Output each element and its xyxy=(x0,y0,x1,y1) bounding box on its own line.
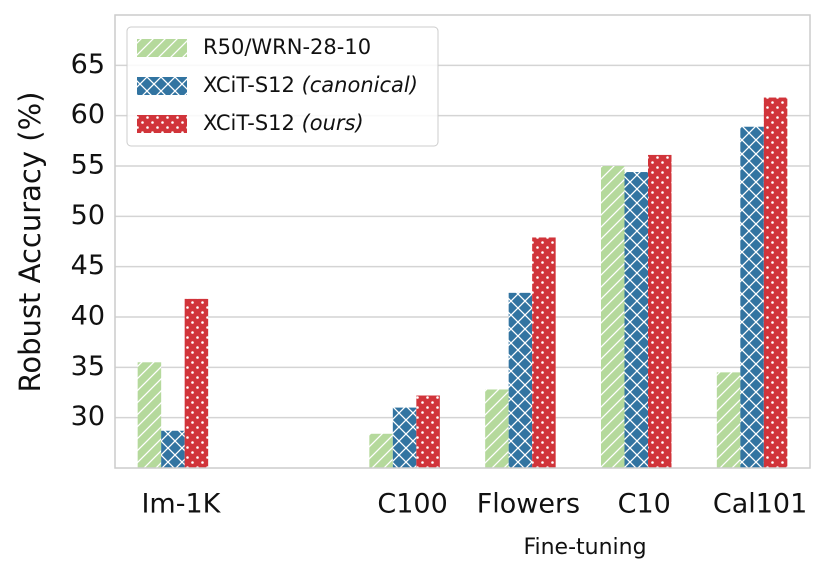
legend-swatch xyxy=(137,115,187,133)
y-tick-label: 45 xyxy=(71,250,105,281)
bar xyxy=(740,126,764,469)
bar xyxy=(648,154,672,468)
bar xyxy=(624,172,648,469)
bar xyxy=(392,407,417,468)
y-tick-label: 55 xyxy=(71,150,105,181)
bar xyxy=(416,395,440,468)
bar xyxy=(716,372,741,468)
legend-label: XCiT-S12 (canonical) xyxy=(203,73,418,97)
y-tick-label: 40 xyxy=(71,301,105,332)
x-tick-label: C10 xyxy=(618,489,671,520)
y-axis-label: Robust Accuracy (%) xyxy=(13,92,47,393)
y-tick-label: 60 xyxy=(71,99,105,130)
x-tick-label: Flowers xyxy=(477,489,580,520)
legend-swatch xyxy=(137,39,187,57)
legend-label: XCiT-S12 (ours) xyxy=(203,111,364,135)
y-tick-label: 50 xyxy=(71,200,105,231)
x-tick-label: C100 xyxy=(377,489,447,520)
bar xyxy=(137,362,162,468)
bar xyxy=(161,430,185,468)
legend-label: R50/WRN-28-10 xyxy=(203,35,371,59)
bar xyxy=(184,298,209,468)
bar xyxy=(532,237,556,468)
x-axis-label: Fine-tuning xyxy=(523,535,646,560)
bar xyxy=(763,97,788,469)
legend-swatch xyxy=(137,77,187,95)
plot-frame xyxy=(114,14,811,469)
x-tick-label: Im-1K xyxy=(141,489,221,520)
bar xyxy=(369,433,393,468)
y-tick-label: 65 xyxy=(71,49,105,80)
legend xyxy=(126,26,439,147)
y-tick-label: 35 xyxy=(71,351,105,382)
y-tick-label: 30 xyxy=(71,401,105,432)
bar xyxy=(485,389,509,468)
bar xyxy=(601,166,625,468)
bar xyxy=(508,292,533,468)
x-tick-label: Cal101 xyxy=(713,489,807,520)
